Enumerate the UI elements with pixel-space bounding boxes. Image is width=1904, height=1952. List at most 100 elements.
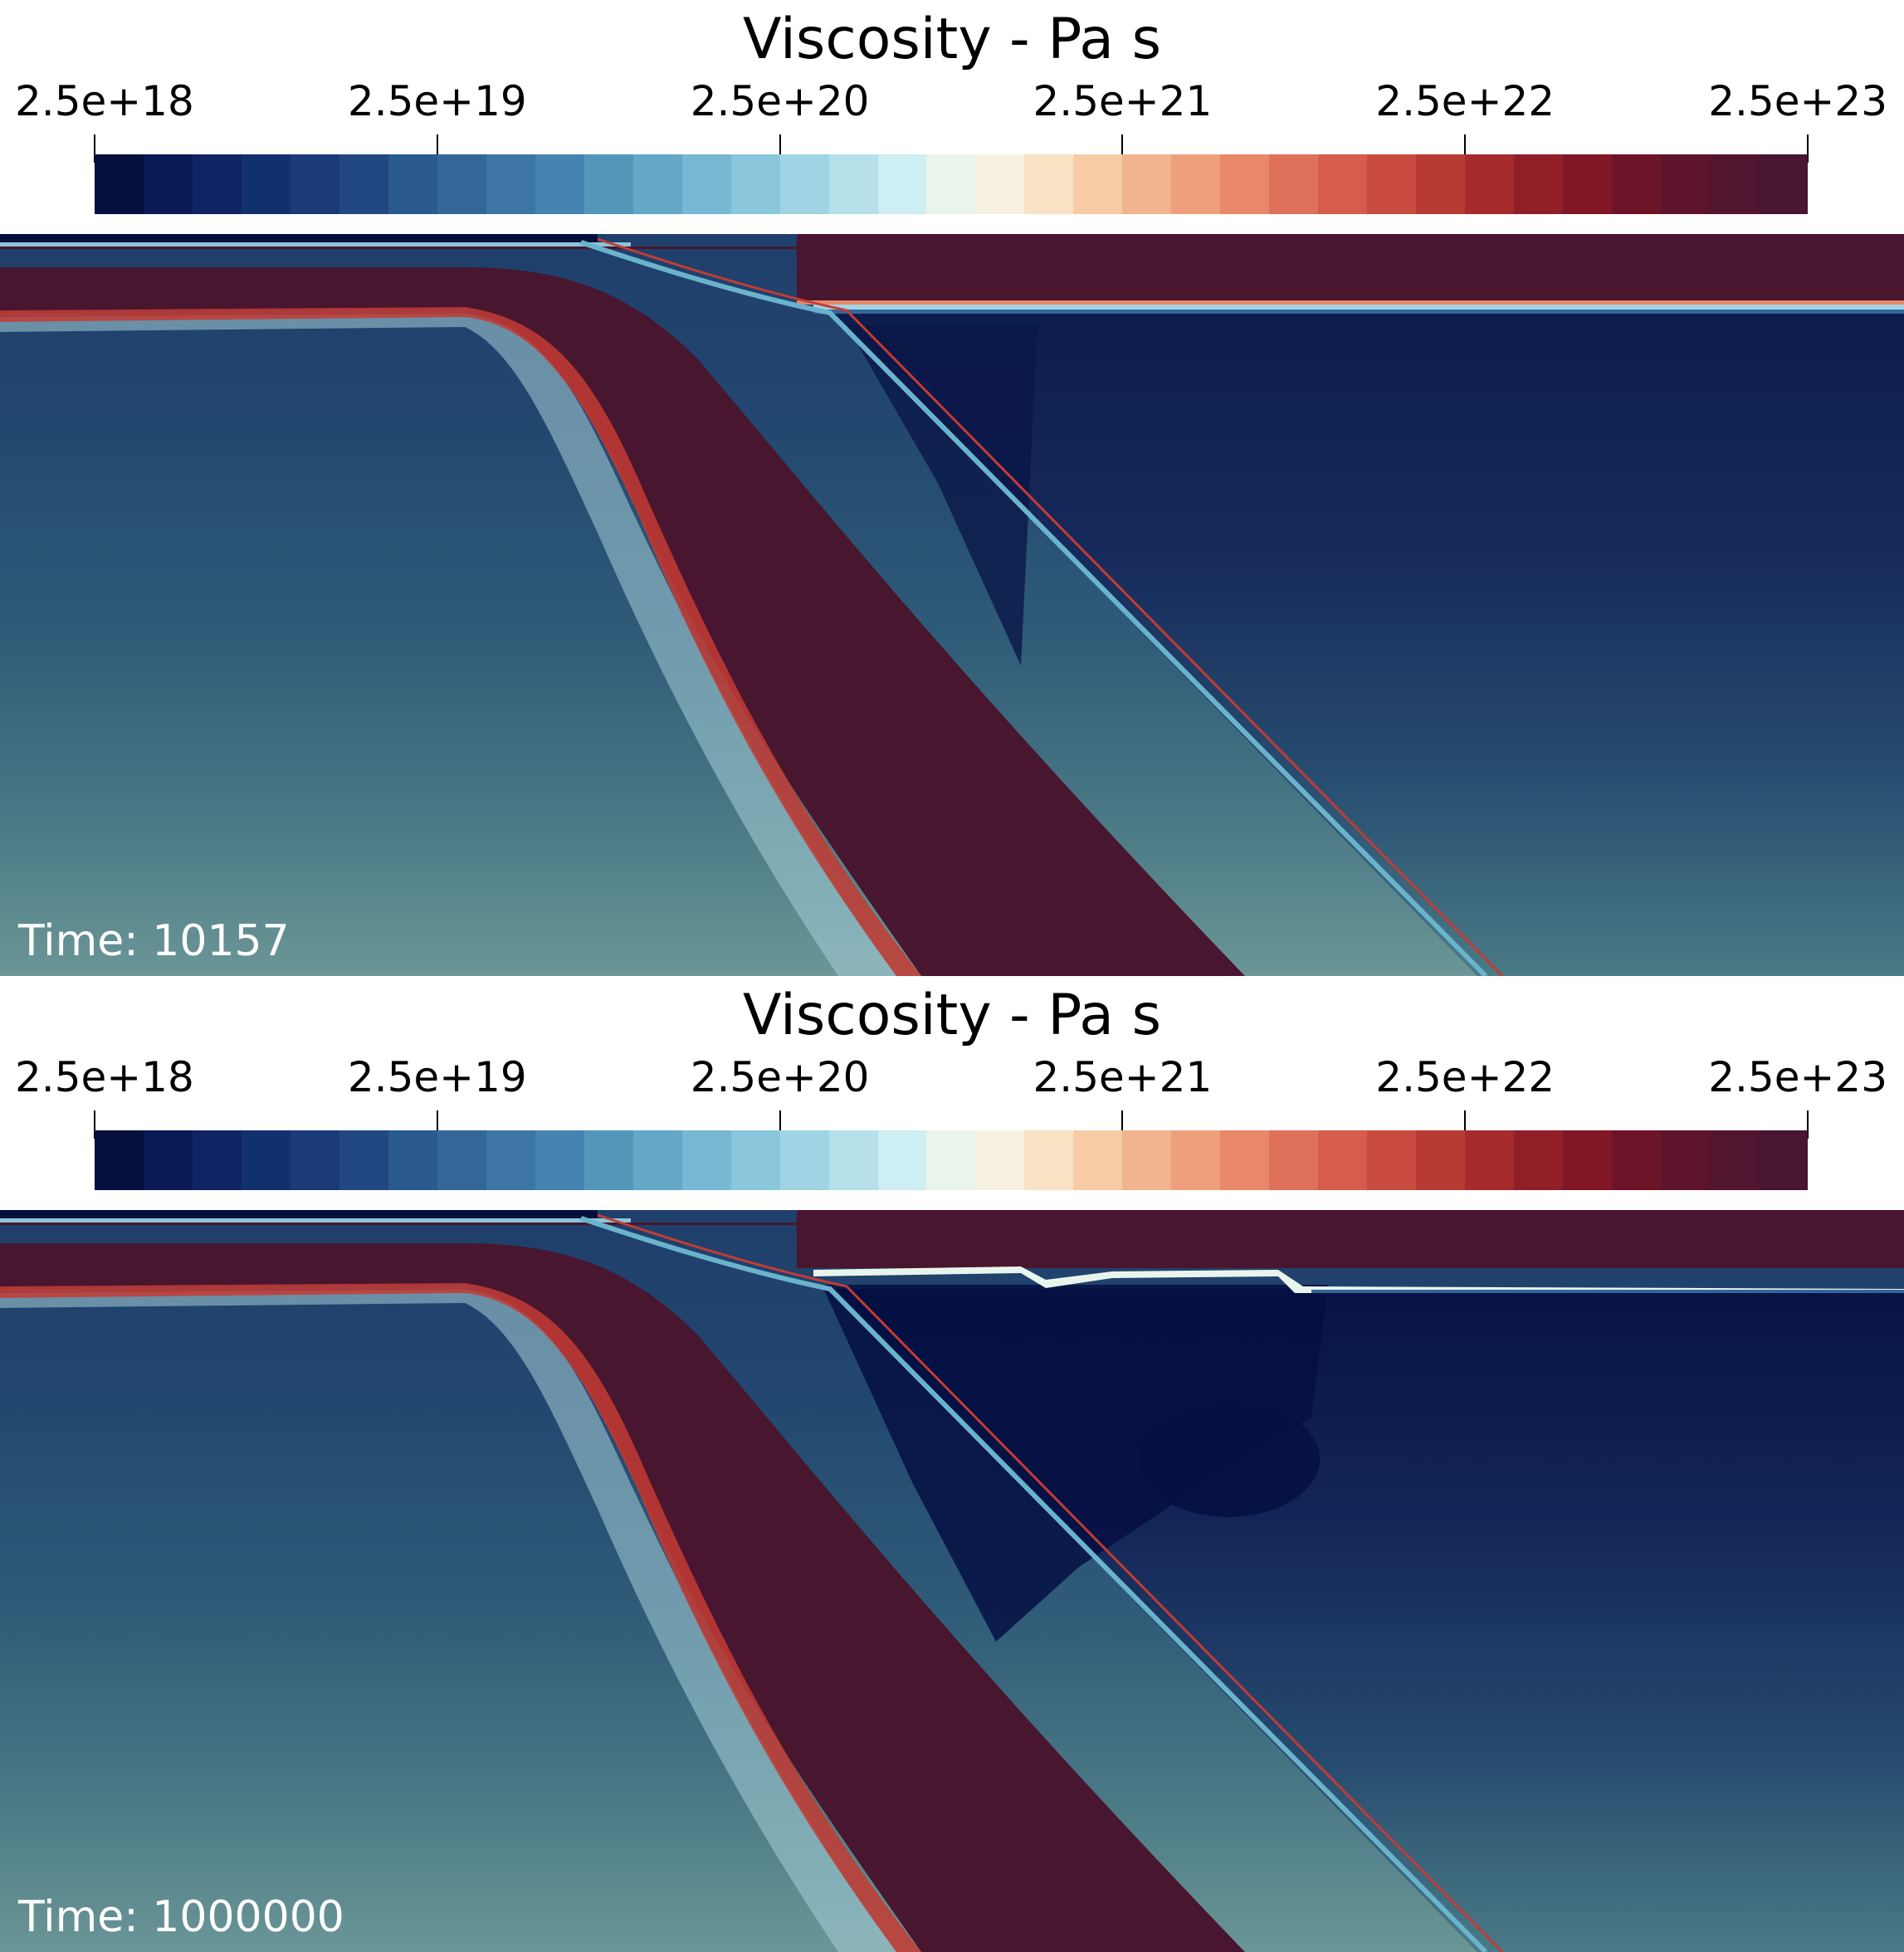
- viscosity-field-image: [0, 234, 1904, 976]
- colorbar-segment: [1416, 1130, 1466, 1190]
- colorbar-segment: [583, 154, 633, 214]
- colorbar-segment: [535, 154, 584, 214]
- colorbar-segment: [143, 154, 193, 214]
- colorbar-tick-mark: [1807, 1110, 1809, 1139]
- colorbar-segment: [486, 154, 535, 214]
- panel-title: Viscosity - Pa s: [743, 983, 1161, 1048]
- colorbar-segment: [1612, 1130, 1661, 1190]
- colorbar-tick-label: 2.5e+22: [1375, 1053, 1555, 1101]
- colorbar-segment: [143, 1130, 193, 1190]
- colorbar-segment: [681, 154, 731, 214]
- colorbar-segment: [1416, 154, 1466, 214]
- colorbar-segment: [1269, 154, 1319, 214]
- colorbar-segment: [1269, 1130, 1319, 1190]
- colorbar-segment: [1220, 154, 1270, 214]
- colorbar-tick-label: 2.5e+18: [15, 77, 194, 125]
- colorbar-segment: [388, 154, 437, 214]
- colorbar-segment: [877, 1130, 927, 1190]
- colorbar-segment: [779, 154, 829, 214]
- colorbar-segment: [95, 154, 144, 214]
- colorbar-segment: [1563, 154, 1613, 214]
- colorbar-segment: [926, 154, 976, 214]
- colorbar-segment: [1563, 1130, 1613, 1190]
- colorbar-segment: [388, 1130, 437, 1190]
- panel-title: Viscosity - Pa s: [743, 7, 1161, 72]
- colorbar-segment: [1758, 154, 1808, 214]
- colorbar-tick-mark: [1121, 1110, 1124, 1139]
- colorbar-segment: [1122, 154, 1172, 214]
- colorbar: [95, 154, 1808, 214]
- colorbar-segment: [632, 1130, 682, 1190]
- time-label: Time: 1000000: [18, 1892, 344, 1942]
- colorbar-segment: [1465, 1130, 1515, 1190]
- colorbar-segment: [583, 1130, 633, 1190]
- colorbar-segment: [1171, 1130, 1221, 1190]
- colorbar-tick-mark: [1807, 134, 1809, 163]
- colorbar-segment: [241, 154, 290, 214]
- colorbar-tick-mark: [1464, 134, 1467, 163]
- colorbar-segment: [437, 154, 486, 214]
- colorbar-tick-mark: [436, 1110, 438, 1139]
- colorbar-tick-label: 2.5e+18: [15, 1053, 194, 1101]
- colorbar-tick-label: 2.5e+22: [1375, 77, 1555, 125]
- colorbar-segment: [1024, 1130, 1074, 1190]
- colorbar-segment: [192, 154, 242, 214]
- colorbar-tick-mark: [779, 1110, 781, 1139]
- colorbar-segment: [241, 1130, 290, 1190]
- colorbar-segment: [437, 1130, 486, 1190]
- colorbar-tick-label: 2.5e+23: [1708, 77, 1887, 125]
- colorbar-segment: [1612, 154, 1661, 214]
- colorbar-segment: [1367, 154, 1417, 214]
- colorbar-segment: [1318, 1130, 1368, 1190]
- colorbar-segment: [290, 154, 339, 214]
- colorbar-segment: [828, 1130, 878, 1190]
- viscosity-panel-2: Viscosity - Pa s 2.5e+18 2.5e+19 2.5e+20 2.…: [0, 976, 1904, 1952]
- colorbar-segment: [1514, 1130, 1564, 1190]
- colorbar-segment: [1073, 1130, 1123, 1190]
- colorbar-tick-mark: [436, 134, 438, 163]
- colorbar-segment: [1514, 154, 1564, 214]
- colorbar-tick-mark: [1464, 1110, 1467, 1139]
- colorbar-segment: [486, 1130, 535, 1190]
- colorbar-tick-label: 2.5e+19: [347, 1053, 527, 1101]
- colorbar-segment: [926, 1130, 976, 1190]
- colorbar-segment: [339, 154, 388, 214]
- time-label: Time: 10157: [18, 916, 290, 966]
- colorbar-segment: [681, 1130, 731, 1190]
- colorbar-segment: [535, 1130, 584, 1190]
- colorbar-segment: [975, 1130, 1025, 1190]
- colorbar-segment: [975, 154, 1025, 214]
- colorbar-segment: [1661, 1130, 1710, 1190]
- colorbar-segment: [877, 154, 927, 214]
- viscosity-field-plot: [0, 1210, 1904, 1952]
- colorbar: [95, 1130, 1808, 1190]
- colorbar-segment: [1709, 154, 1759, 214]
- colorbar-segment: [1073, 154, 1123, 214]
- colorbar-segment: [730, 1130, 780, 1190]
- colorbar-tick-label: 2.5e+20: [690, 1053, 870, 1101]
- colorbar-tick-label: 2.5e+21: [1033, 1053, 1213, 1101]
- colorbar-segment: [1758, 1130, 1808, 1190]
- colorbar-segment: [779, 1130, 829, 1190]
- colorbar-segment: [1122, 1130, 1172, 1190]
- colorbar-tick-mark: [94, 134, 95, 163]
- viscosity-field-plot: [0, 234, 1904, 976]
- colorbar-segment: [828, 154, 878, 214]
- colorbar-segment: [1709, 1130, 1759, 1190]
- colorbar-tick-mark: [94, 1110, 95, 1139]
- colorbar-segment: [1220, 1130, 1270, 1190]
- colorbar-segment: [1465, 154, 1515, 214]
- colorbar-tick-mark: [1121, 134, 1124, 163]
- colorbar-tick-label: 2.5e+21: [1033, 77, 1213, 125]
- colorbar-segment: [290, 1130, 339, 1190]
- colorbar-segment: [632, 154, 682, 214]
- colorbar-tick-label: 2.5e+19: [347, 77, 527, 125]
- colorbar-segment: [730, 154, 780, 214]
- colorbar-segment: [1318, 154, 1368, 214]
- viscosity-panel-1: Viscosity - Pa s 2.5e+18 2.5e+19 2.5e+20 2.…: [0, 7, 1904, 976]
- colorbar-segment: [95, 1130, 144, 1190]
- colorbar-segment: [192, 1130, 242, 1190]
- colorbar-segment: [1171, 154, 1221, 214]
- viscosity-field-image: [0, 1210, 1904, 1952]
- colorbar-segment: [1367, 1130, 1417, 1190]
